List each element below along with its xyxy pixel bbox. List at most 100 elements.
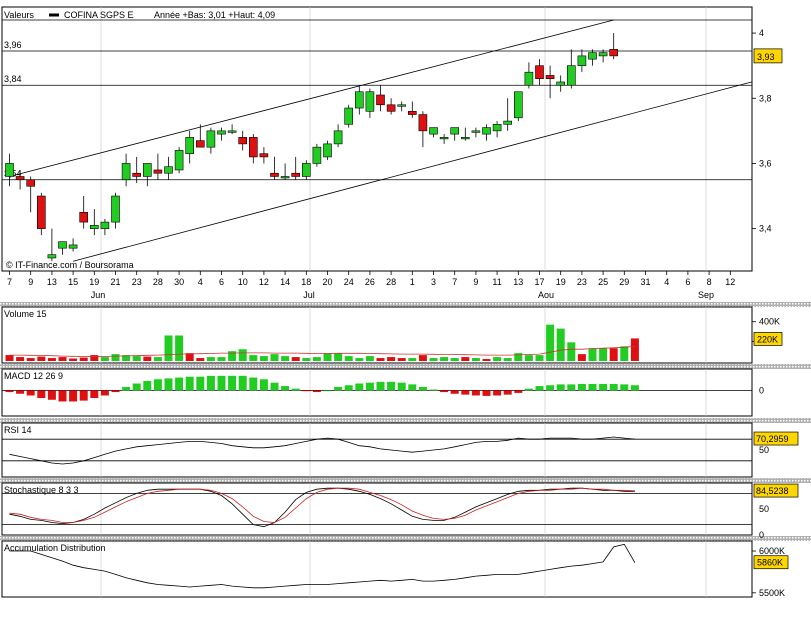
volume-bar	[132, 356, 141, 361]
volume-bar	[418, 355, 427, 361]
month-label: Jul	[303, 290, 315, 300]
x-tick-label: 6	[685, 277, 690, 287]
x-tick-label: 6	[219, 277, 224, 287]
volume-bar	[291, 357, 300, 361]
candle-body	[333, 130, 343, 145]
candle-body	[68, 244, 78, 249]
macd-bar	[418, 386, 427, 391]
volume-bar	[461, 357, 470, 361]
candle-body	[291, 172, 301, 177]
splitter-volume[interactable]	[0, 302, 811, 307]
volume-bar	[100, 357, 109, 361]
stoch-lines	[2, 487, 752, 528]
price-tag: 3,93	[753, 48, 783, 64]
rsi-line-path	[9, 436, 635, 465]
volume-bar	[482, 359, 491, 361]
candle-body	[227, 130, 237, 133]
macd-bar	[26, 390, 35, 396]
candle-body	[556, 81, 566, 86]
stoch-panel	[1, 482, 753, 536]
volume-bar	[334, 353, 343, 361]
channel-lower-line	[72, 81, 752, 262]
volume-bar	[408, 358, 417, 361]
macd-bar	[450, 390, 459, 394]
x-tick-label: 7	[7, 277, 12, 287]
candle-body	[376, 94, 385, 106]
x-tick-label: 24	[344, 277, 354, 287]
macd-bar	[90, 390, 99, 399]
candle-body	[143, 163, 152, 177]
candle-body	[164, 166, 173, 174]
macd-bar	[599, 383, 608, 391]
candle-body	[301, 163, 311, 177]
volume-bar	[175, 335, 184, 361]
macd-bar	[524, 388, 533, 391]
candle-body	[26, 179, 36, 187]
stoch-title: Stochastique 8 3 3	[4, 485, 79, 495]
splitter-stoch[interactable]	[0, 478, 811, 483]
volume-tag: 220K	[753, 332, 783, 346]
macd-bar	[238, 375, 247, 391]
trend-channel	[9, 19, 752, 262]
volume-title: Volume 15	[4, 309, 47, 319]
volume-bar	[26, 358, 35, 361]
candle-body	[196, 140, 205, 148]
x-tick-label: 31	[640, 277, 650, 287]
x-tick-label: 17	[534, 277, 544, 287]
macd-bar	[344, 385, 353, 391]
volume-bar	[37, 356, 46, 361]
macd-bar	[609, 383, 618, 391]
candle-body	[185, 137, 194, 154]
volume-bar	[5, 355, 14, 361]
stoch-y-tick-label: 50	[759, 504, 769, 514]
macd-bar	[100, 390, 109, 396]
price-panel	[1, 6, 753, 272]
rsi-y-tick-label: 50	[759, 445, 769, 455]
candle-body	[280, 176, 290, 179]
price-level-label: 3,96	[4, 40, 22, 50]
svg-text:220K: 220K	[757, 334, 778, 344]
volume-bar	[69, 358, 78, 361]
volume-bar	[387, 357, 396, 361]
volume-bars	[5, 324, 639, 361]
candle-body	[174, 150, 184, 171]
macd-bar	[334, 386, 343, 391]
candle-body	[5, 163, 14, 177]
candle-body	[407, 110, 417, 115]
candle-body	[492, 124, 502, 132]
x-tick-label: 28	[153, 277, 163, 287]
volume-bar	[259, 356, 268, 361]
macd-bar	[270, 382, 279, 391]
volume-bar	[164, 335, 173, 361]
splitter-macd[interactable]	[0, 364, 811, 369]
candles	[5, 33, 619, 262]
x-tick-label: 1	[410, 277, 415, 287]
candle-body	[79, 212, 88, 223]
volume-bar	[514, 353, 523, 361]
ad-y-tick-label: 5500K	[759, 588, 785, 598]
candle-body	[577, 55, 587, 66]
macd-title: MACD 12 26 9	[4, 371, 63, 381]
splitter-ad[interactable]	[0, 536, 811, 541]
volume-bar	[143, 356, 152, 361]
candle-body	[100, 221, 110, 229]
candle-body	[429, 127, 438, 135]
candle-body	[588, 52, 597, 60]
macd-y-tick-label: 0	[759, 385, 764, 395]
volume-bar	[58, 357, 67, 361]
macd-bar	[249, 377, 258, 391]
volume-bar	[609, 348, 618, 361]
candle-body	[471, 130, 481, 133]
macd-panel	[1, 368, 753, 417]
rsi-line	[2, 436, 752, 465]
macd-bar	[228, 375, 237, 391]
candle-body	[270, 172, 279, 177]
x-tick-label: 23	[577, 277, 587, 287]
candle-body	[598, 52, 608, 57]
macd-bar	[58, 390, 67, 402]
splitter-rsi[interactable]	[0, 418, 811, 423]
candle-body	[386, 104, 396, 112]
macd-bar	[132, 383, 141, 391]
volume-bar	[440, 357, 449, 361]
